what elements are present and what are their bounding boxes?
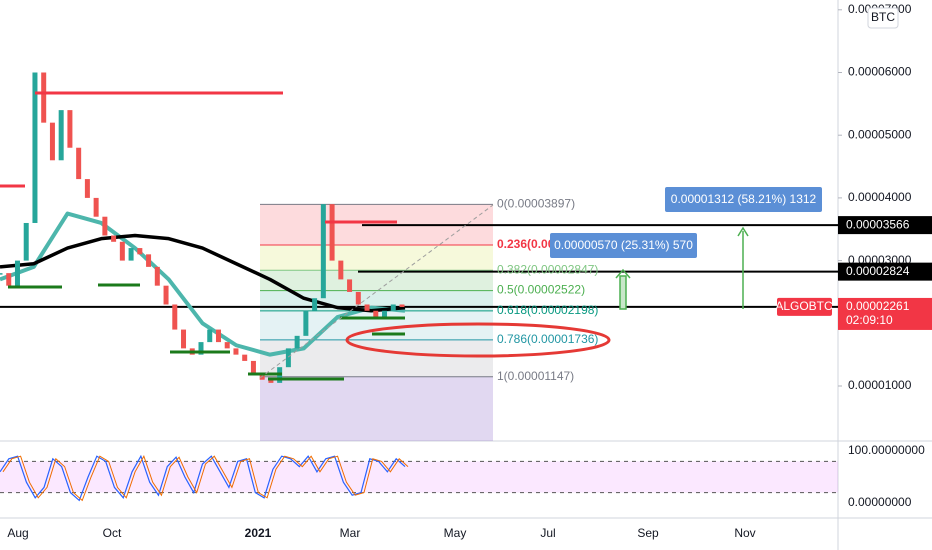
last-price-label: 0.00002261 <box>846 299 910 313</box>
x-tick-label: Nov <box>734 526 755 540</box>
currency-badge <box>867 7 899 29</box>
y-tick-label: 0.00006000 <box>848 65 912 79</box>
level-label: 0.00003566 <box>846 217 910 231</box>
candle <box>198 342 204 355</box>
level-badge <box>838 262 932 281</box>
candle <box>49 122 55 161</box>
y-tick-label: 0.00005000 <box>848 127 912 141</box>
candle <box>285 348 291 368</box>
candle <box>329 204 335 261</box>
candle <box>163 285 169 305</box>
candle <box>41 72 47 123</box>
candle <box>154 266 160 286</box>
fib-band <box>260 270 493 291</box>
candle <box>137 248 143 255</box>
candle <box>338 260 344 280</box>
fib-label: 0.618(0.00002198) <box>497 303 598 317</box>
fib-label: 0.5(0.00002522) <box>497 283 585 297</box>
fib-trend-line <box>259 204 494 379</box>
ma-black <box>0 233 406 313</box>
candle <box>146 254 152 267</box>
candle <box>207 329 213 343</box>
y-tick-label: 0.00001000 <box>848 378 912 392</box>
oscillator-signal <box>2 454 409 502</box>
candle <box>111 235 117 242</box>
fib-tool <box>260 203 493 441</box>
ma-teal <box>0 211 406 357</box>
candle <box>172 304 178 330</box>
candle <box>58 110 64 161</box>
highlight-ellipse <box>345 322 611 358</box>
fib-label: 1(0.00001147) <box>497 369 574 383</box>
measure-label: 0.00000570 (25.31%) 570 <box>554 238 693 252</box>
overlay <box>0 91 749 381</box>
candle <box>6 273 12 286</box>
measure-box <box>550 233 697 258</box>
x-tick-label: 2021 <box>245 526 272 540</box>
fib-label: 0.786(0.00001736) <box>497 332 598 346</box>
candle <box>215 329 221 343</box>
oscillator-line <box>0 454 406 502</box>
candle <box>67 110 73 148</box>
candle <box>303 310 309 336</box>
candle <box>399 304 405 307</box>
candle <box>355 291 361 305</box>
x-tick-label: May <box>444 526 467 540</box>
candle <box>364 304 370 311</box>
measure-box <box>665 187 822 212</box>
candle <box>347 279 353 292</box>
symbol-label: ALGOBTC <box>775 299 833 313</box>
candle <box>250 360 256 374</box>
fib-band <box>260 245 493 271</box>
candle <box>294 335 300 349</box>
marks <box>0 72 838 502</box>
labels: 0.000070000.000060000.000050000.00004000… <box>7 2 932 540</box>
candle <box>0 273 3 275</box>
osc-tick-label: 100.00000000 <box>848 443 925 457</box>
candle <box>320 204 326 299</box>
candle <box>128 248 134 261</box>
x-tick-label: Mar <box>340 526 361 540</box>
level-badge <box>838 216 932 235</box>
x-tick-label: Oct <box>103 526 122 540</box>
candle <box>233 348 239 355</box>
candle <box>373 310 379 318</box>
candle <box>382 310 388 318</box>
countdown-label: 02:09:10 <box>846 313 893 327</box>
currency-label: BTC <box>871 10 895 24</box>
osc-tick-label: 0.00000000 <box>848 495 912 509</box>
candle <box>102 216 108 236</box>
y-tick-label: 0.00004000 <box>848 190 912 204</box>
fib-label: 0.382(0.00002847) <box>497 262 598 276</box>
candle <box>242 354 248 361</box>
symbol-badge <box>777 297 832 316</box>
candle <box>390 304 396 311</box>
candle <box>23 222 29 261</box>
candle <box>76 147 82 180</box>
candle <box>93 197 99 217</box>
fib-band <box>260 290 493 311</box>
level-label: 0.00002824 <box>846 264 910 278</box>
measure-label: 0.00001312 (58.21%) 1312 <box>671 192 817 206</box>
x-tick-label: Jul <box>540 526 555 540</box>
candle <box>268 379 274 383</box>
osc-band <box>0 461 838 493</box>
support-lines <box>8 283 405 381</box>
fib-extension <box>260 376 493 441</box>
x-tick-label: Aug <box>7 526 28 540</box>
candle <box>14 260 20 286</box>
last-price-badge <box>838 297 932 330</box>
candle <box>181 329 187 349</box>
candle <box>84 179 90 198</box>
projection-arrows <box>615 226 749 310</box>
candle <box>312 298 318 311</box>
x-tick-label: Sep <box>637 526 659 540</box>
candle <box>32 72 38 223</box>
fib-label: 0(0.00003897) <box>497 197 575 211</box>
candle <box>119 241 125 261</box>
candle <box>224 342 230 349</box>
